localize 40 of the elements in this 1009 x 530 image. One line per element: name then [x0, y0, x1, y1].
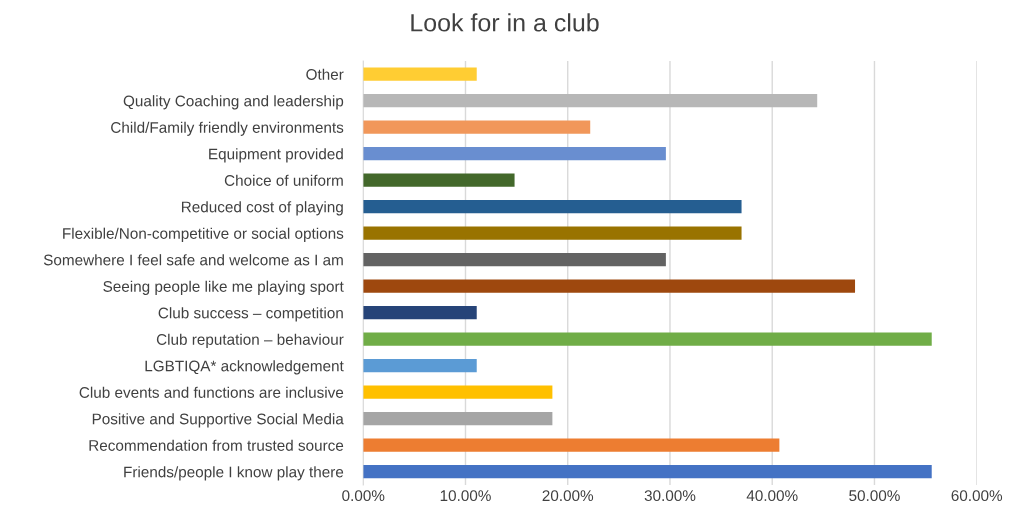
- y-tick-label: Club reputation – behaviour: [156, 333, 344, 348]
- y-tick-label: Child/Family friendly environments: [111, 121, 344, 136]
- y-tick-label: Recommendation from trusted source: [89, 439, 344, 451]
- bar: [363, 120, 591, 134]
- bar: [363, 359, 477, 373]
- x-tick-label: 0.00%: [342, 490, 385, 502]
- bar: [363, 412, 553, 426]
- y-tick-label: Other: [306, 68, 344, 80]
- y-tick-label: Choice of uniform: [224, 174, 343, 186]
- bar: [363, 173, 515, 187]
- y-tick-label: Reduced cost of playing: [181, 201, 343, 216]
- bar: [363, 147, 666, 161]
- x-tick-label: 20.00%: [542, 490, 594, 502]
- y-tick-label: Equipment provided: [209, 148, 343, 163]
- x-tick-label: 40.00%: [746, 490, 798, 502]
- y-tick-label: Quality Coaching and leadership: [123, 95, 344, 110]
- y-tick-label: Friends/people I know play there: [124, 466, 344, 481]
- bar: [363, 226, 742, 240]
- x-tick-label: 30.00%: [644, 490, 696, 502]
- y-tick-label: Somewhere I feel safe and welcome as I am: [43, 254, 343, 266]
- bar: [363, 253, 666, 267]
- chart-title: Look for in a club: [411, 13, 599, 32]
- bar: [363, 465, 932, 479]
- x-tick-label: 10.00%: [440, 490, 491, 502]
- bar: [363, 279, 856, 293]
- bar: [363, 94, 818, 108]
- bar: [363, 332, 932, 346]
- bar: [363, 385, 553, 399]
- x-tick-label: 60.00%: [951, 490, 1003, 502]
- bar: [363, 200, 742, 214]
- bar: [363, 67, 477, 81]
- x-tick-label: 50.00%: [849, 490, 900, 502]
- y-tick-label: Flexible/Non-competitive or social options: [63, 227, 344, 242]
- y-tick-label: Positive and Supportive Social Media: [92, 413, 344, 428]
- y-tick-label: Club events and functions are inclusive: [79, 386, 344, 398]
- y-tick-label: LGBTIQA* acknowledgement: [145, 360, 344, 375]
- y-tick-label: Club success – competition: [158, 307, 343, 322]
- y-tick-label: Seeing people like me playing sport: [103, 280, 344, 295]
- bar: [363, 438, 780, 452]
- bar: [363, 306, 477, 320]
